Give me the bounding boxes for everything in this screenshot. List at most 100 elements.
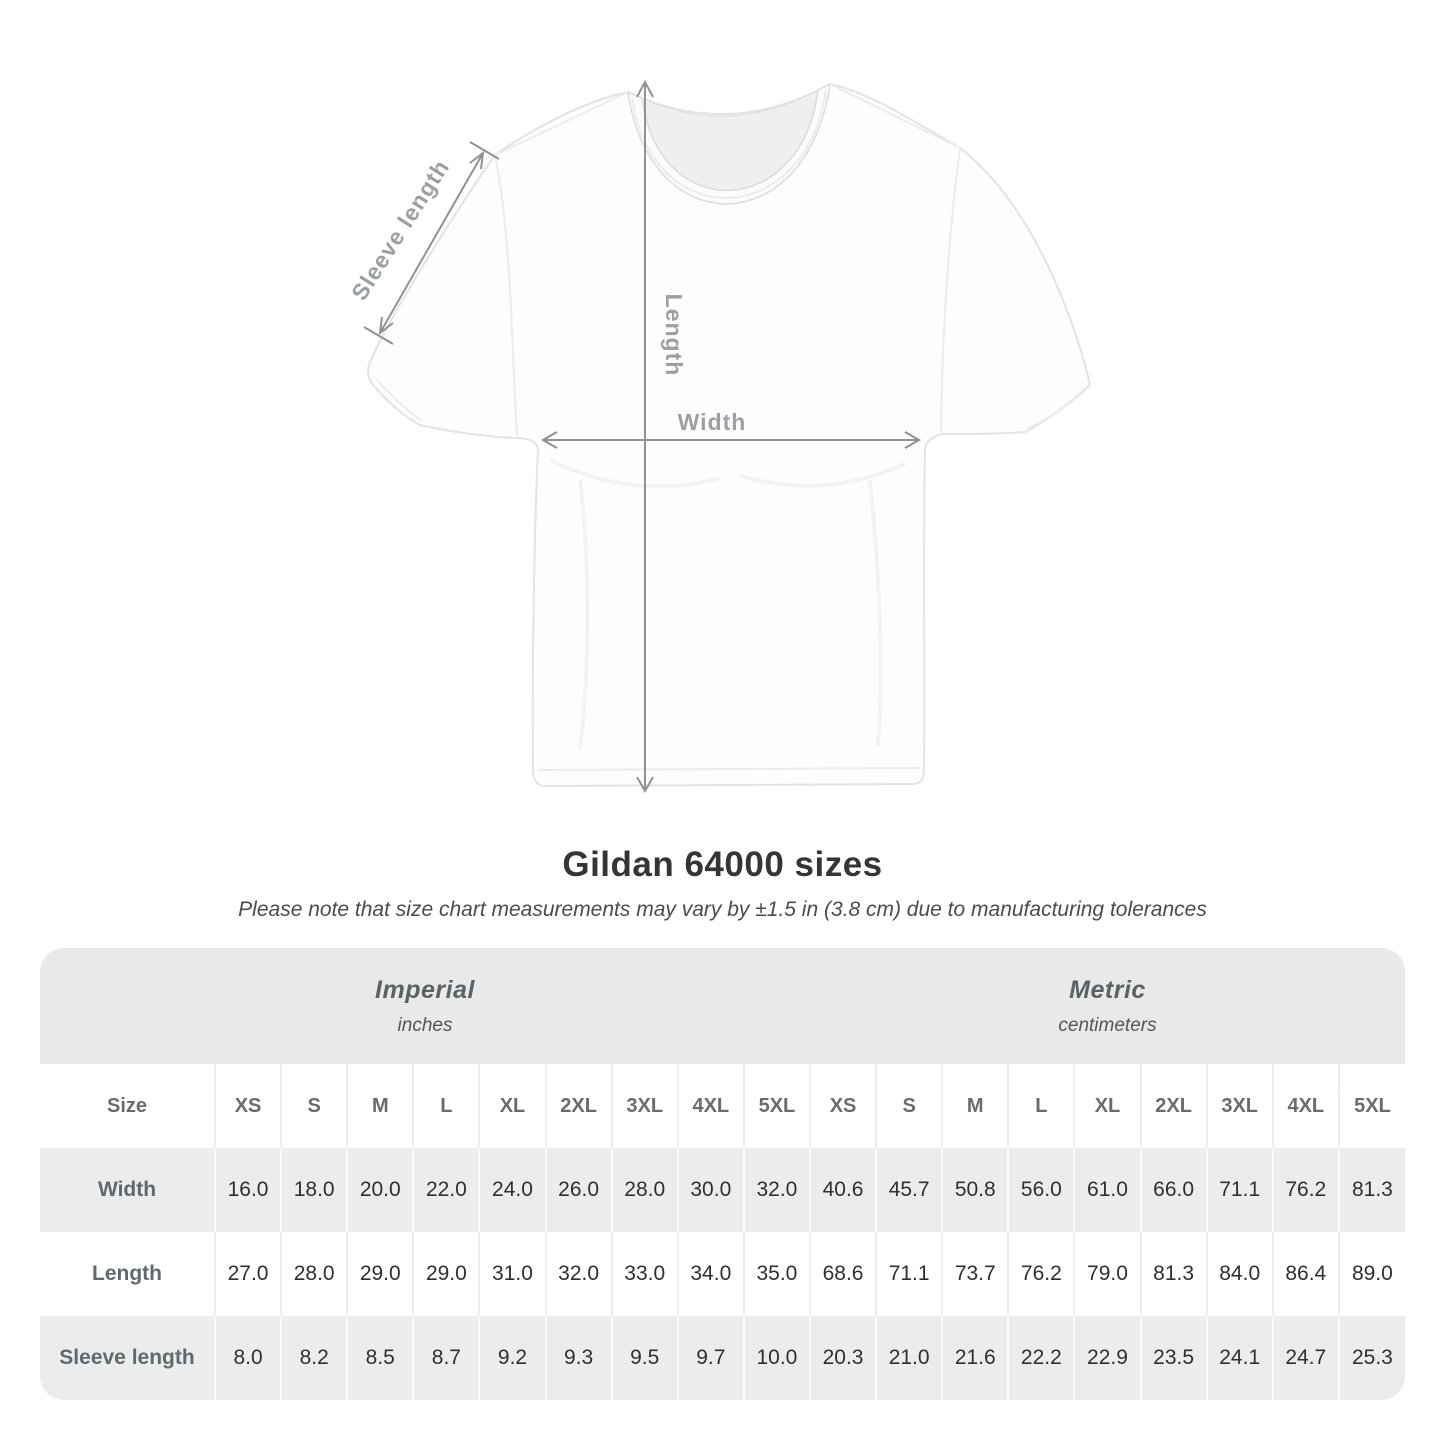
table-cell: 24.0 [478, 1148, 546, 1232]
table-cell: 8.2 [280, 1316, 348, 1400]
table-cell: 56.0 [1007, 1148, 1075, 1232]
table-cell: 16.0 [213, 1148, 282, 1232]
width-label: Width [678, 409, 747, 435]
size-col-header: 2XL [1139, 1064, 1207, 1148]
table-cell: 8.5 [346, 1316, 414, 1400]
sleeve-arrow-line [379, 152, 484, 334]
wrinkle [578, 479, 590, 751]
table-cell: 29.0 [412, 1232, 480, 1316]
table-cell: 9.3 [544, 1316, 612, 1400]
imperial-group-unit: inches [397, 1014, 453, 1036]
size-col-header: 5XL [742, 1064, 810, 1148]
size-col-header: 4XL [676, 1064, 744, 1148]
row-label: Width [97, 1178, 157, 1201]
right-armhole-seam [940, 147, 961, 433]
length-arrowhead-bottom [636, 776, 654, 794]
table-cell: 50.8 [941, 1148, 1009, 1232]
table-cell: 28.0 [280, 1232, 348, 1316]
tshirt-collar [627, 82, 831, 205]
table-cell: 28.0 [610, 1148, 678, 1232]
width-arrowhead-right [904, 431, 922, 449]
table-cell: 76.2 [1007, 1232, 1075, 1316]
table-cell: 71.1 [1205, 1148, 1273, 1232]
table-cell: 45.7 [875, 1148, 943, 1232]
size-col-header: 2XL [544, 1064, 612, 1148]
size-col-header: L [1007, 1064, 1075, 1148]
size-col-header: S [875, 1064, 943, 1148]
table-cell: 86.4 [1271, 1232, 1339, 1316]
tshirt-diagram-svg: Length Width Sleeve length [346, 79, 1091, 794]
table-cell: 18.0 [280, 1148, 348, 1232]
unit-band-row: Imperial inches Metric centimeters [40, 948, 1405, 1064]
length-label: Length [661, 294, 687, 377]
metric-group-unit: centimeters [1058, 1014, 1157, 1036]
size-col-header: XS [808, 1064, 877, 1148]
table-cell: 81.3 [1337, 1148, 1405, 1232]
size-col-header: XL [1073, 1064, 1141, 1148]
sleeve-arrowhead-top [469, 150, 485, 170]
table-cell: 24.7 [1271, 1316, 1339, 1400]
left-cuff-seam [376, 379, 423, 422]
table-cell: 9.5 [610, 1316, 678, 1400]
width-dimension: Width [540, 409, 922, 449]
hem-seam [537, 767, 921, 771]
table-cell: 10.0 [742, 1316, 810, 1400]
table-cell: 89.0 [1337, 1232, 1405, 1316]
table-cell: 76.2 [1271, 1148, 1339, 1232]
right-cuff-seam [1027, 391, 1085, 429]
table-row-length: Length 27.0 28.0 29.0 29.0 31.0 32.0 33.… [40, 1232, 1405, 1316]
wrinkle [739, 462, 906, 488]
sleeve-end-tick-bottom [363, 326, 394, 345]
table-cell: 21.6 [941, 1316, 1009, 1400]
row-label: Length [92, 1262, 162, 1285]
table-cell: 9.2 [478, 1316, 546, 1400]
table-cell: 31.0 [478, 1232, 546, 1316]
table-cell: 23.5 [1139, 1316, 1207, 1400]
table-cell: 84.0 [1205, 1232, 1273, 1316]
table-row-width: Width 16.0 18.0 20.0 22.0 24.0 26.0 28.0… [40, 1148, 1405, 1232]
wrinkle [549, 458, 721, 489]
page-subtitle: Please note that size chart measurements… [238, 898, 1207, 921]
table-cell: 61.0 [1073, 1148, 1141, 1232]
table-cell: 21.0 [875, 1316, 943, 1400]
table-cell: 79.0 [1073, 1232, 1141, 1316]
right-shoulder-seam [829, 83, 961, 149]
size-table-container: Imperial inches Metric centimeters Size … [40, 948, 1405, 1400]
size-col-header: XS [213, 1064, 282, 1148]
table-cell: 35.0 [742, 1232, 810, 1316]
table-cell: 33.0 [610, 1232, 678, 1316]
table-cell: 27.0 [213, 1232, 282, 1316]
table-row-sleeve-length: Sleeve length 8.0 8.2 8.5 8.7 9.2 9.3 9.… [40, 1316, 1405, 1400]
table-cell: 22.2 [1007, 1316, 1075, 1400]
size-header-cell: Size [106, 1094, 148, 1117]
width-arrowhead-left [540, 431, 558, 449]
size-col-header: 3XL [610, 1064, 678, 1148]
table-cell: 9.7 [676, 1316, 744, 1400]
row-label: Sleeve length [59, 1346, 195, 1369]
left-shoulder-seam [494, 91, 629, 156]
size-col-header: 4XL [1271, 1064, 1339, 1148]
imperial-group-name: Imperial [375, 975, 475, 1004]
table-cell: 20.0 [346, 1148, 414, 1232]
table-cell: 34.0 [676, 1232, 744, 1316]
metric-group-header: Metric centimeters [810, 948, 1405, 1064]
sleeve-end-tick-top [469, 141, 500, 160]
size-col-header: 3XL [1205, 1064, 1273, 1148]
size-table: Imperial inches Metric centimeters Size … [40, 948, 1405, 1400]
table-cell: 66.0 [1139, 1148, 1207, 1232]
table-cell: 32.0 [544, 1232, 612, 1316]
tshirt-body [366, 83, 1091, 787]
size-col-header: S [280, 1064, 348, 1148]
table-cell: 71.1 [875, 1232, 943, 1316]
sleeve-arrowhead-bottom [378, 316, 394, 336]
table-cell: 8.7 [412, 1316, 480, 1400]
length-arrowhead-top [636, 79, 654, 98]
table-cell: 40.6 [808, 1148, 877, 1232]
imperial-group-header: Imperial inches [40, 948, 810, 1064]
table-cell: 68.6 [808, 1232, 877, 1316]
collar-ribbing-seam [631, 89, 827, 199]
table-cell: 20.3 [808, 1316, 877, 1400]
tshirt-figure: Length Width Sleeve length [280, 40, 1160, 840]
size-col-header: XL [478, 1064, 546, 1148]
size-col-header: 5XL [1337, 1064, 1405, 1148]
